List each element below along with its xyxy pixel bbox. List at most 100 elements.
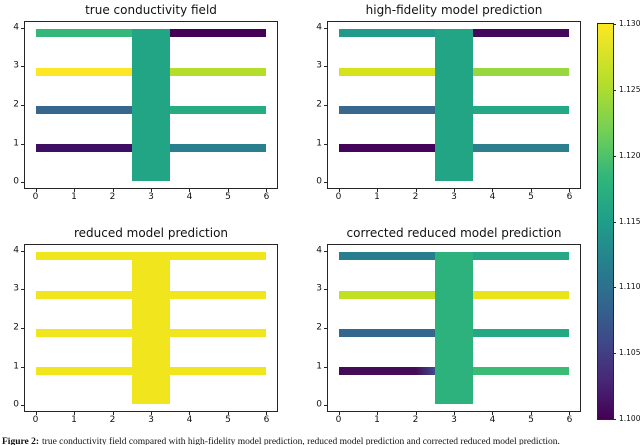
y-tick-1 [21,143,24,145]
region-branch-lower-left [36,105,132,114]
colorbar-tick-1.115 [613,221,616,223]
y-tick-0 [324,182,327,184]
y-tick-3 [21,66,24,68]
y-tick-label-4: 4 [316,245,322,256]
x-tick-0 [338,412,340,415]
region-vertical-channel [434,251,474,405]
y-tick-label-2: 2 [316,322,322,333]
region-branch-lower-left [339,328,435,337]
x-tick-label-2: 2 [412,192,419,202]
figure-caption: Figure 2: true conductivity field compare… [2,437,638,445]
region-branch-top-left [339,28,435,37]
x-tick-label-5: 5 [225,192,231,202]
y-tick-label-2: 2 [316,99,322,110]
region-branch-lower-right [170,105,266,114]
y-tick-label-2: 2 [13,99,19,110]
x-tick-2 [415,412,417,415]
region-branch-upper-right [170,68,266,77]
x-tick-5 [227,412,229,415]
colorbar-tick-1.120 [613,155,616,157]
x-tick-label-4: 4 [186,192,193,202]
x-tick-4 [492,412,494,415]
x-tick-5 [530,189,532,192]
x-tick-2 [415,189,417,192]
x-tick-1 [377,412,379,415]
x-tick-label-5: 5 [225,415,231,425]
plot-area-corrected-reduced-prediction [327,244,581,412]
x-tick-6 [569,412,571,415]
region-branch-bottom-right [473,143,569,152]
x-tick-6 [569,189,571,192]
region-branch-lower-right [170,328,266,337]
y-tick-3 [324,289,327,291]
y-tick-label-4: 4 [13,245,19,256]
axes-true-conductivity-field: 0 1 2 3 4 5 6 0 1 2 3 4 [13,21,278,202]
plot-area-high-fidelity-prediction [327,21,581,189]
panel-title-high-fidelity-prediction: high-fidelity model prediction [365,3,543,17]
x-tick-label-3: 3 [148,415,154,425]
x-tick-0 [338,189,340,192]
colorbar-tick-label-1.110: 1.110 [619,282,640,292]
colorbar-tick-label-1.125: 1.125 [619,84,640,94]
region-branch-lower-left [36,328,132,337]
panel-title-corrected-reduced-prediction: corrected reduced model prediction [346,226,562,240]
y-tick-2 [324,105,327,106]
region-branch-upper-right [473,68,569,77]
x-tick-label-0: 0 [32,192,39,202]
region-branch-bottom-right [170,366,266,375]
y-tick-0 [21,405,24,407]
y-tick-label-0: 0 [13,176,19,187]
region-branch-upper-left [339,68,435,77]
x-tick-2 [112,189,114,192]
y-tick-label-0: 0 [316,399,322,410]
y-tick-4 [324,27,327,29]
x-tick-3 [454,189,455,192]
x-tick-3 [151,412,152,415]
x-tick-label-6: 6 [263,192,270,202]
y-tick-2 [21,328,24,329]
x-tick-1 [74,412,76,415]
y-tick-label-1: 1 [316,138,322,149]
y-tick-label-3: 3 [316,283,322,294]
y-tick-label-1: 1 [13,138,19,149]
x-tick-4 [189,412,191,415]
y-tick-0 [324,405,327,407]
x-tick-label-6: 6 [263,415,270,425]
y-tick-label-3: 3 [13,283,19,294]
y-tick-label-4: 4 [13,22,19,33]
y-tick-1 [21,366,24,368]
region-branch-top-right [473,28,569,37]
region-branch-bottom-left [339,143,435,152]
x-tick-label-3: 3 [451,415,457,425]
region-branch-top-right [473,251,569,260]
colorbar-tick-1.105 [613,353,616,355]
colorbar-tick-label-1.105: 1.105 [619,348,640,358]
x-tick-label-3: 3 [451,192,457,202]
region-branch-bottom-right [473,366,569,375]
x-tick-label-4: 4 [489,415,496,425]
panel-title-true-conductivity-field: true conductivity field [85,3,217,17]
x-tick-5 [530,412,532,415]
x-tick-2 [112,412,114,415]
colorbar-tick-1.100 [613,419,616,420]
region-vertical-channel [131,28,171,182]
x-tick-6 [266,412,268,415]
y-tick-0 [21,182,24,184]
y-tick-label-0: 0 [13,399,19,410]
y-tick-4 [21,27,24,29]
x-tick-label-2: 2 [109,415,116,425]
x-tick-label-4: 4 [186,415,193,425]
region-branch-bottom-right [170,143,266,152]
colorbar-tick-1.125 [613,89,616,91]
x-tick-label-2: 2 [109,192,116,202]
y-tick-1 [324,143,327,145]
x-tick-label-5: 5 [528,415,534,425]
x-tick-label-4: 4 [489,192,496,202]
y-tick-4 [324,250,327,252]
colorbar: 1.130 1.125 1.120 1.115 1.110 1.105 1.100 [597,20,640,423]
x-tick-label-1: 1 [71,192,77,202]
region-branch-upper-left [339,291,435,300]
plot-area-true-conductivity-field [24,21,278,189]
region-branch-lower-right [473,105,569,114]
